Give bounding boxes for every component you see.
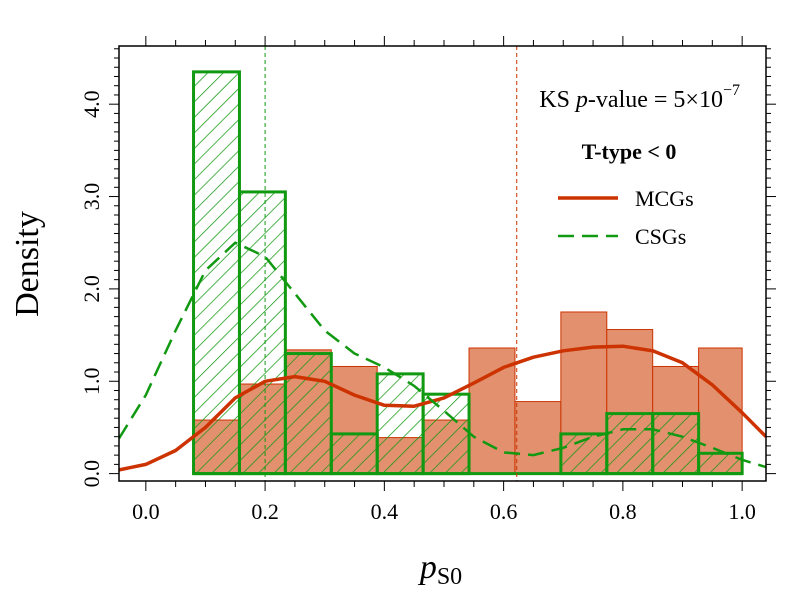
x-tick-label: 0.0 <box>132 499 160 524</box>
x-axis-title-main: p <box>418 549 437 586</box>
csg-bar-3 <box>329 432 379 476</box>
ks-annotation-p: p <box>574 87 588 113</box>
legend-title: T-type < 0 <box>582 139 677 164</box>
ks-annotation: KS p-value = 5×10−7 <box>539 82 740 113</box>
csg-bar-11 <box>697 451 744 476</box>
x-tick-label: 0.8 <box>609 499 637 524</box>
x-axis-title-subscript: S0 <box>437 564 462 590</box>
x-tick-label: 0.2 <box>251 499 279 524</box>
y-axis-title: Density <box>9 211 46 317</box>
csg-bar-2 <box>283 352 333 476</box>
x-tick-label: 1.0 <box>728 499 756 524</box>
plot-frame <box>118 45 767 482</box>
csg-bar-5 <box>421 392 471 476</box>
csg-kde-line <box>119 241 766 469</box>
ks-annotation-suffix: -value = 5×10 <box>588 87 723 113</box>
x-tick-label: 0.4 <box>371 499 399 524</box>
csg-bar-0 <box>192 70 241 476</box>
y-tick-label: 3.0 <box>79 183 104 211</box>
y-tick-label: 0.0 <box>79 460 104 488</box>
mcg-kde-line <box>119 344 766 472</box>
legend: T-type < 0 MCGs CSGs <box>558 139 694 249</box>
csg-bar-4 <box>375 372 425 476</box>
x-tick-label: 0.6 <box>490 499 518 524</box>
ks-annotation-exponent: −7 <box>723 82 740 99</box>
csg-bar-10 <box>651 412 701 476</box>
ks-annotation-prefix: KS <box>539 87 576 113</box>
legend-label-mcgs: MCGs <box>635 186 694 211</box>
x-axis-title: pS0 <box>418 549 462 590</box>
y-tick-label: 4.0 <box>79 90 104 118</box>
legend-label-csgs: CSGs <box>635 224 686 249</box>
csg-bar-1 <box>237 190 287 476</box>
csg-bar-9 <box>605 412 655 476</box>
y-tick-label: 2.0 <box>79 275 104 303</box>
y-tick-label: 1.0 <box>79 368 104 396</box>
mcg-bar-7 <box>514 401 562 475</box>
